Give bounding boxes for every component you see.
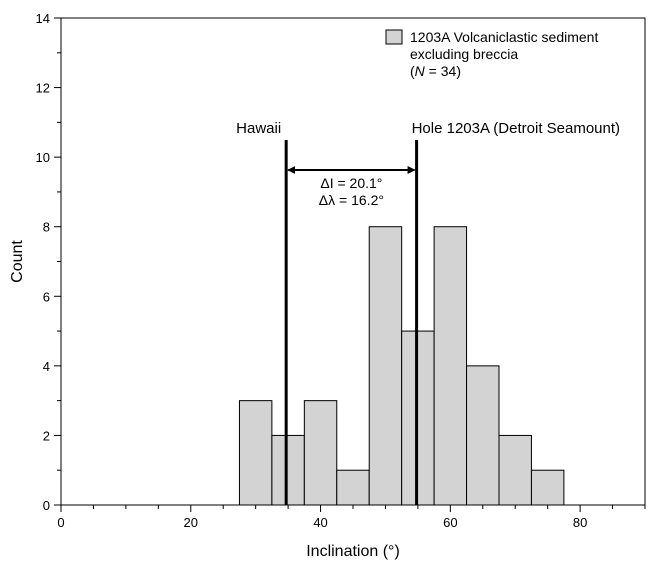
y-tick-label: 10 [36,150,50,165]
legend-label-line1: 1203A Volcaniclastic sediment [410,29,598,45]
x-tick-label: 20 [184,515,198,530]
legend-sample-size: (N = 34) [410,63,461,79]
x-tick-label: 0 [57,515,64,530]
histogram-bar [303,400,338,506]
delta-latitude-label: Δλ = 16.2° [319,192,384,208]
hawaii-label: Hawaii [236,120,281,137]
histogram-bar [368,226,403,506]
y-tick-label: 14 [36,11,50,26]
histogram-bar [336,469,370,506]
histogram-bar [498,434,532,506]
histogram-bar [466,365,500,506]
x-tick-label: 60 [443,515,457,530]
reference-lines: Hawaii Hole 1203A (Detroit Seamount) [236,120,620,505]
y-axis-title: Count [9,240,26,283]
y-tick-label: 8 [43,220,50,235]
x-axis-title: Inclination (°) [306,543,400,560]
legend-n-prefix: ( [410,63,415,79]
y-tick-label: 4 [43,359,50,374]
histogram-bar [271,434,305,506]
histogram-bars [238,226,565,506]
y-axis-ticks: 0 2 4 6 8 10 12 14 [36,11,61,513]
legend-n-suffix: = 34) [425,63,461,79]
y-tick-label: 2 [43,428,50,443]
x-tick-label: 40 [313,515,327,530]
legend: 1203A Volcaniclastic sediment excluding … [385,29,598,79]
x-axis-ticks: 0 20 40 60 80 [57,505,646,530]
delta-inclination-label: ΔI = 20.1° [320,175,382,191]
y-tick-label: 12 [36,81,50,96]
legend-n-symbol: N [415,63,426,79]
histogram-bar [433,226,468,506]
y-tick-label: 0 [43,498,50,513]
histogram-bar [530,469,565,506]
plot-frame [60,17,646,506]
hole-1203a-label: Hole 1203A (Detroit Seamount) [412,120,620,137]
histogram-bar [238,400,273,506]
y-tick-label: 6 [43,289,50,304]
legend-label-line2: excluding breccia [410,46,518,62]
x-tick-label: 80 [573,515,587,530]
legend-swatch [385,29,403,45]
